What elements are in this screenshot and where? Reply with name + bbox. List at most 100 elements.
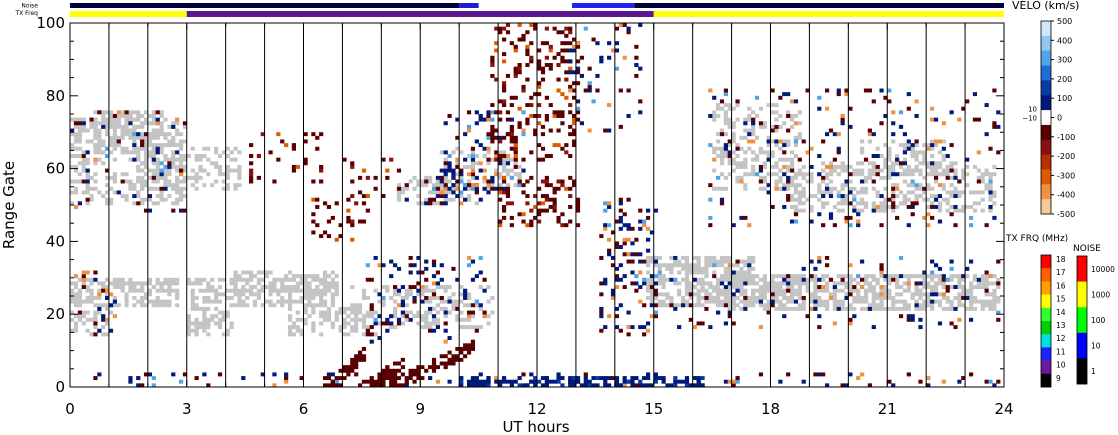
ground-scatter-cell <box>85 288 90 293</box>
ground-scatter-cell <box>696 299 701 304</box>
velocity-cell <box>319 234 324 239</box>
ground-scatter-cell <box>322 277 328 282</box>
ground-scatter-cell <box>984 168 989 173</box>
ground-scatter-cell <box>198 157 203 162</box>
noise-colorbar-label: 10 <box>1091 342 1101 351</box>
velocity-cell <box>568 84 573 89</box>
ground-scatter-cell <box>727 259 732 264</box>
ground-scatter-cell <box>945 299 950 304</box>
velocity-cell <box>918 317 923 322</box>
ground-scatter-cell <box>988 194 993 199</box>
ground-scatter-cell <box>914 306 919 311</box>
ground-scatter-cell <box>972 306 978 311</box>
ground-scatter-cell <box>97 157 102 162</box>
ground-scatter-cell <box>128 110 133 115</box>
ground-scatter-cell <box>735 117 740 122</box>
ground-scatter-cell <box>848 306 853 311</box>
ground-scatter-cell <box>112 303 117 308</box>
low-gate-echo-cell <box>342 368 347 373</box>
ground-scatter-cell <box>793 190 799 195</box>
ground-scatter-cell <box>914 143 919 148</box>
velocity-cell <box>941 121 946 126</box>
ground-scatter-cell <box>836 299 841 304</box>
low-gate-echo-cell <box>470 343 476 348</box>
ground-scatter-cell <box>319 310 324 315</box>
low-gate-echo-cell <box>389 383 394 388</box>
velocity-cell <box>544 55 549 60</box>
ground-scatter-cell <box>793 288 799 293</box>
velocity-cell <box>673 376 678 381</box>
ground-scatter-cell <box>342 306 347 311</box>
velocity-cell <box>428 197 433 202</box>
ground-scatter-cell <box>307 292 312 297</box>
velocity-cell <box>373 255 378 260</box>
velocity-cell <box>108 328 114 333</box>
velocity-patch <box>443 110 526 191</box>
ground-scatter-cell <box>443 285 448 290</box>
ground-scatter-cell <box>190 321 195 326</box>
ground-scatter-cell <box>198 306 203 311</box>
velocity-cell <box>315 135 320 140</box>
ground-scatter-cell <box>875 190 880 195</box>
ground-scatter-cell <box>883 175 888 180</box>
ground-scatter-cell <box>719 263 725 268</box>
velocity-patch <box>311 197 370 242</box>
velocity-cell <box>350 179 355 184</box>
velocity-cell <box>533 132 538 137</box>
velocity-cell <box>614 241 620 246</box>
ground-scatter-cell <box>984 285 989 290</box>
ground-scatter-cell <box>284 285 289 290</box>
ground-scatter-cell <box>466 292 472 297</box>
velocity-cell <box>498 135 503 140</box>
ground-scatter-cell <box>673 303 678 308</box>
ground-scatter-cell <box>657 299 662 304</box>
ground-scatter-cell <box>120 146 125 151</box>
ground-scatter-cell <box>147 299 153 304</box>
ground-scatter-cell <box>167 172 172 177</box>
ground-scatter-cell <box>202 183 207 188</box>
ground-scatter-cell <box>420 201 425 206</box>
velocity-cell <box>860 372 865 377</box>
velocity-cell <box>361 201 367 206</box>
velocity-cell <box>537 219 542 224</box>
ground-scatter-cell <box>455 161 460 166</box>
ground-scatter-cell <box>190 328 195 333</box>
ground-scatter-cell <box>774 306 779 311</box>
ground-scatter-cell <box>198 154 203 158</box>
ground-scatter-cell <box>645 281 651 286</box>
ground-scatter-cell <box>163 172 168 177</box>
velocity-cell <box>653 303 658 308</box>
ground-scatter-cell <box>793 208 799 213</box>
velocity-cell <box>700 321 705 326</box>
velocity-cell <box>443 310 448 315</box>
ground-scatter-cell <box>770 150 775 155</box>
velocity-cell <box>832 157 837 162</box>
ground-scatter-cell <box>455 299 460 304</box>
ground-scatter-cell <box>147 186 153 191</box>
velocity-cell <box>540 41 546 46</box>
ground-scatter-cell <box>159 303 164 308</box>
ground-scatter-cell <box>416 314 421 319</box>
ground-scatter-cell <box>132 183 137 188</box>
velocity-colorbar-label: -500 <box>1057 210 1075 219</box>
ground-scatter-cell <box>435 296 441 300</box>
velocity-cell <box>821 175 826 180</box>
ground-scatter-cell <box>782 121 787 126</box>
ground-scatter-cell <box>937 208 943 213</box>
velocity-cell <box>136 201 141 206</box>
velocity-cell <box>914 99 919 104</box>
velocity-cell <box>731 383 736 388</box>
ground-scatter-cell <box>739 288 744 293</box>
ground-scatter-cell <box>747 259 752 264</box>
velocity-cell <box>81 277 86 282</box>
velocity-cell <box>474 299 479 304</box>
ground-scatter-cell <box>926 205 931 209</box>
low-gate-echo-cell <box>455 357 460 362</box>
ground-scatter-cell <box>447 179 452 184</box>
ground-scatter-cell <box>949 274 954 279</box>
ground-scatter-cell <box>661 292 666 297</box>
ground-scatter-cell <box>498 172 503 177</box>
velocity-cell <box>626 114 631 118</box>
velocity-cell <box>470 310 476 315</box>
ground-scatter-cell <box>167 124 172 129</box>
